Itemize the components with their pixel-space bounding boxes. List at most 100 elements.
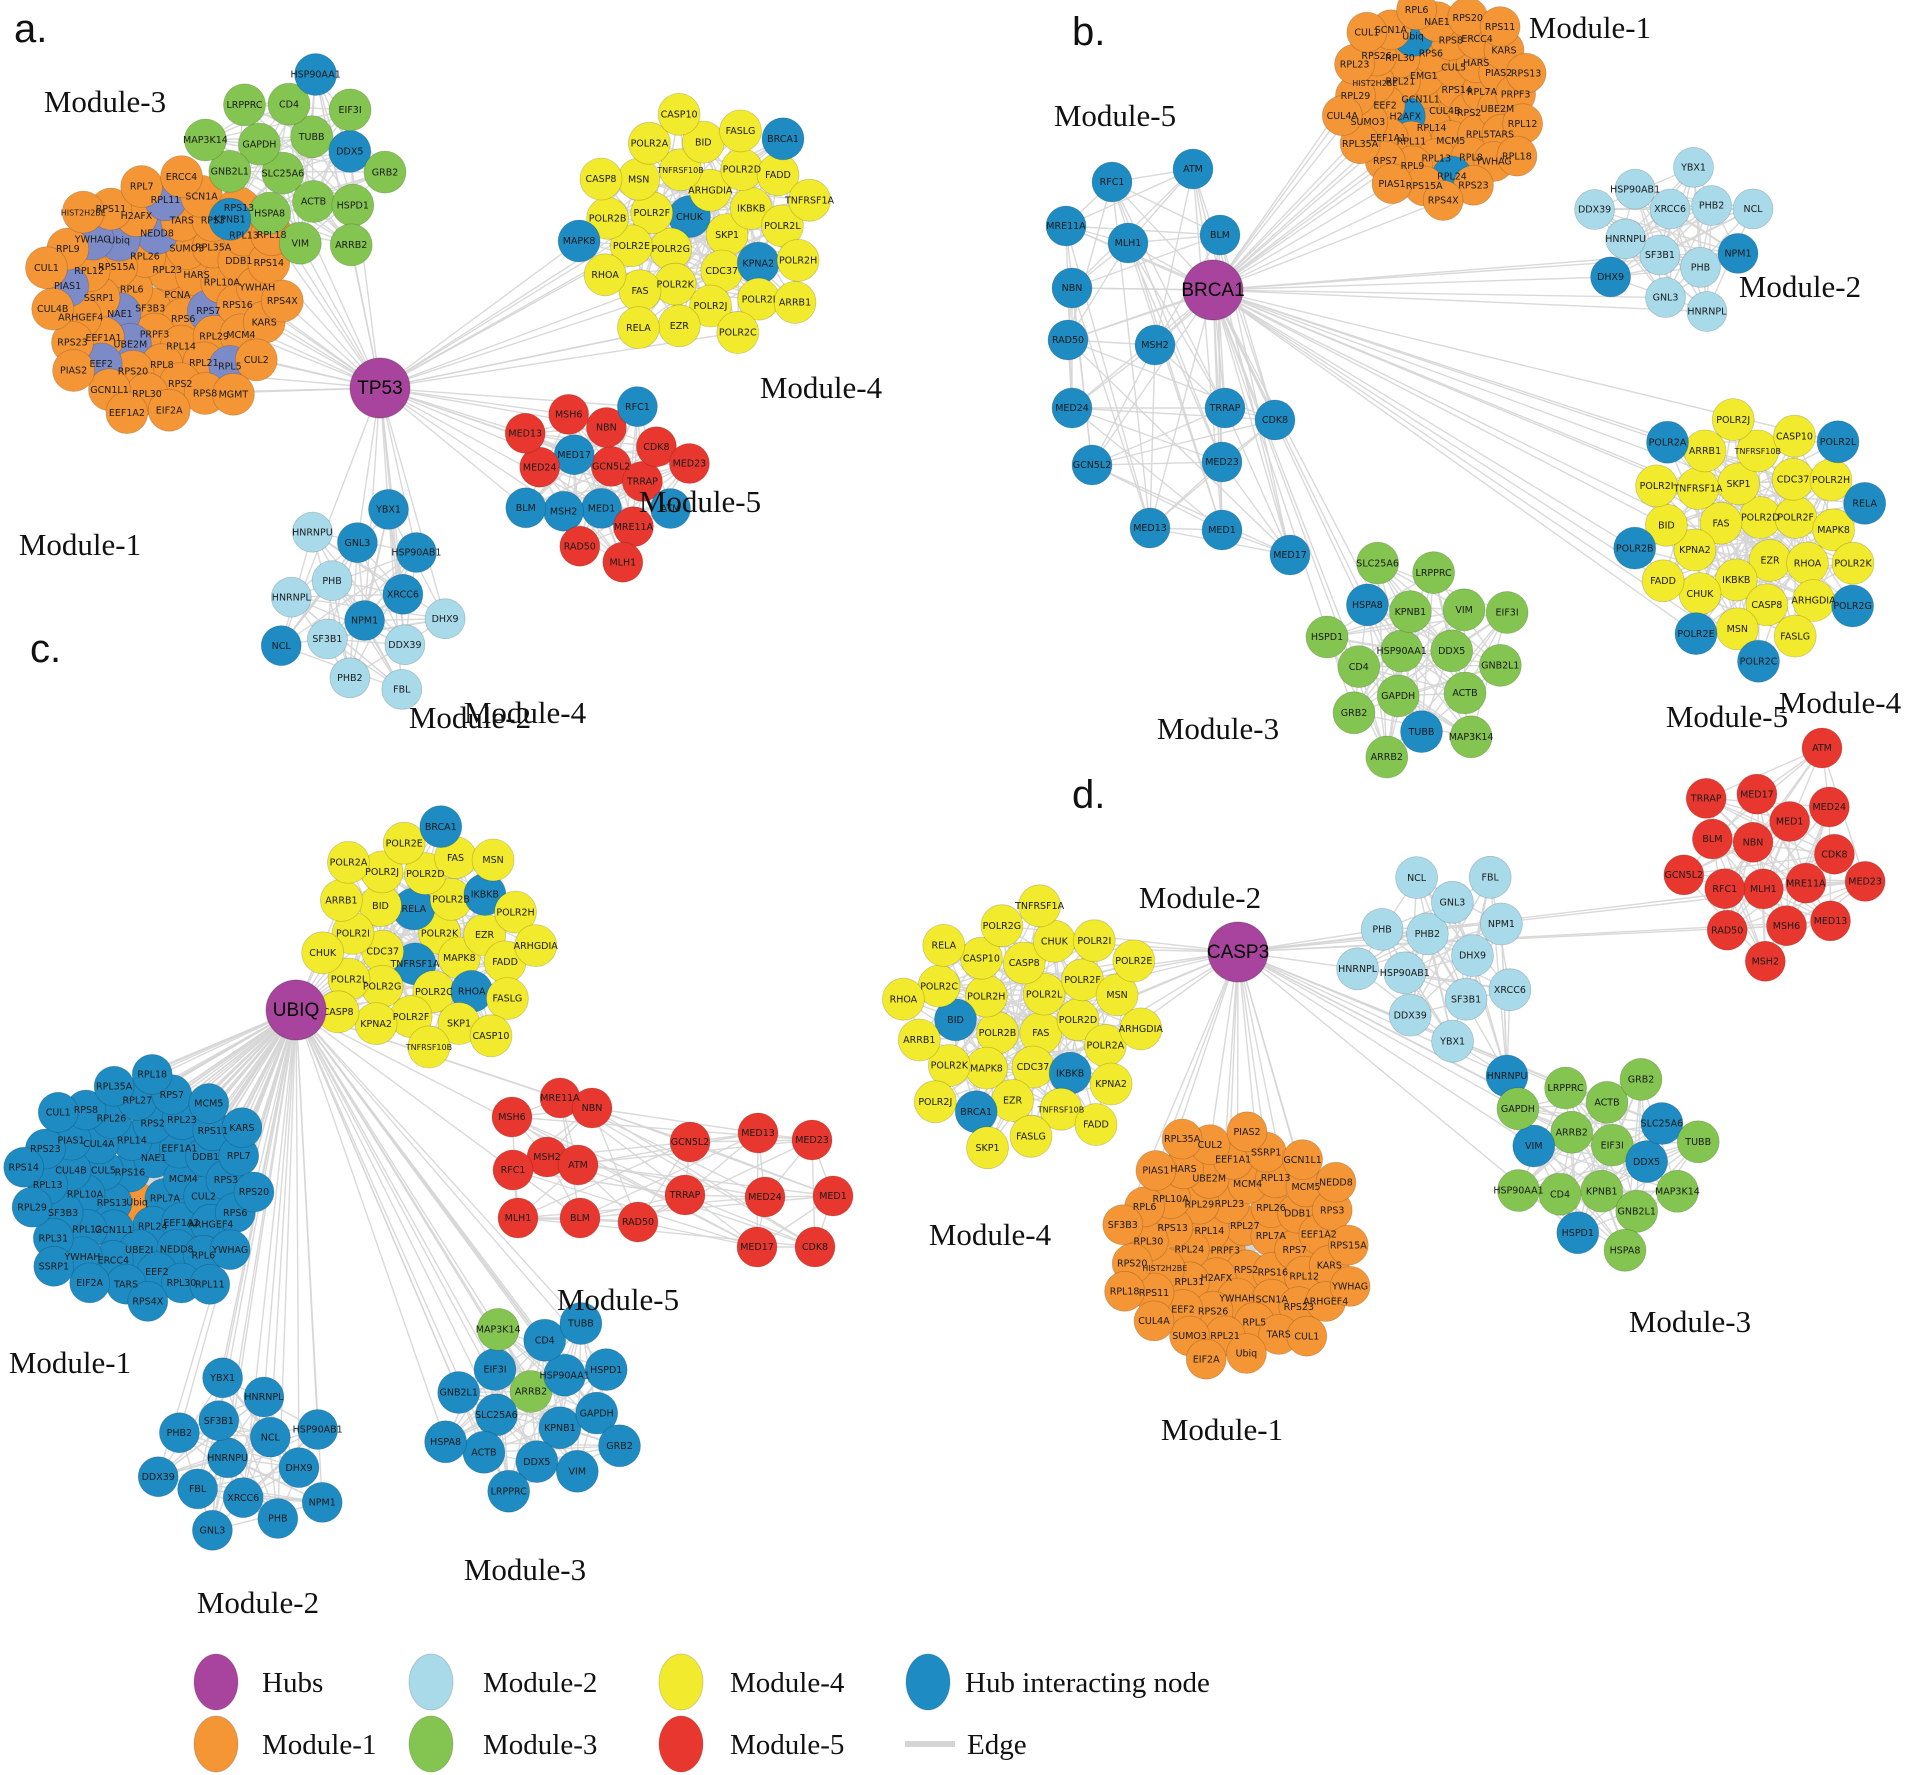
node-MED24 [1808, 786, 1850, 828]
node-MRE11A [1785, 862, 1827, 904]
node-EIF3I [328, 88, 372, 132]
node-MRE11A [1045, 205, 1087, 247]
node-PIAS1 [1371, 163, 1413, 205]
node-MSN [1095, 973, 1139, 1017]
node-RAD50 [1706, 909, 1748, 951]
node-EIF2A [69, 1262, 111, 1304]
node-RHOA [583, 253, 627, 297]
node-ATM [1172, 148, 1214, 190]
node-NCL [1732, 188, 1774, 230]
panel-a-module-4-label: Module-4 [760, 370, 883, 405]
node-POLR2H [494, 890, 537, 934]
hub-node-UBIQ [265, 979, 327, 1041]
node-PHB2 [1406, 912, 1449, 956]
node-RFC1 [617, 386, 658, 428]
node-POLR2G [1831, 584, 1874, 628]
node-SLC25A6 [261, 151, 305, 195]
panel-b-module-2-label: Module-2 [1739, 269, 1861, 304]
node-MED17 [1269, 534, 1311, 576]
node-MED24 [744, 1176, 786, 1218]
node-POLR2A [628, 121, 671, 165]
node-ARHGDIA [514, 924, 558, 967]
node-ACTB [1585, 1081, 1629, 1124]
node-CUL4A [1321, 95, 1363, 136]
node-ACTB [462, 1430, 506, 1474]
node-XRCC6 [222, 1477, 264, 1518]
node-FADD [1074, 1103, 1118, 1146]
node-RAD50 [1047, 319, 1089, 361]
node-MED13 [1129, 507, 1171, 549]
node-GNL3 [1431, 880, 1474, 924]
node-PHB [1680, 246, 1721, 288]
node-NBN [571, 1087, 613, 1129]
node-DDX5 [515, 1440, 559, 1483]
node-EIF2A [147, 388, 191, 432]
node-GNL3 [191, 1509, 233, 1551]
hub-label-BRCA1: BRCA1 [1181, 280, 1244, 301]
node-NPM1 [344, 600, 386, 641]
node-GNB2L1 [437, 1371, 481, 1414]
node-DDX39 [137, 1456, 179, 1498]
nodes [25, 53, 831, 710]
node-GCN5L2 [1663, 854, 1705, 896]
node-MLH1 [1742, 868, 1784, 910]
node-RPS4X [260, 279, 304, 323]
node-GNB2L1 [208, 149, 252, 193]
node-HSPD1 [1305, 615, 1349, 659]
node-BLM [559, 1197, 601, 1239]
node-HSPA8 [424, 1420, 468, 1464]
node-RPL11 [189, 1264, 231, 1305]
node-POLR2K [1831, 541, 1875, 585]
node-MLH1 [602, 541, 644, 583]
node-MAPK8 [557, 219, 601, 263]
node-POLR2G [980, 904, 1024, 948]
node-HSPA8 [1603, 1228, 1647, 1272]
node-PHB [1360, 908, 1404, 951]
node-FASLG [719, 109, 762, 153]
node-ERCC4 [160, 155, 203, 199]
node-RFC1 [1704, 868, 1746, 910]
node-RPS15A [1327, 1224, 1369, 1266]
node-ARRB2 [329, 223, 373, 267]
node-PIAS2 [1226, 1111, 1268, 1153]
node-RELA [922, 924, 966, 967]
node-SLC25A6 [474, 1393, 518, 1437]
node-PHB [257, 1498, 299, 1539]
node-BRCA1 [954, 1090, 998, 1134]
node-MED17 [736, 1226, 778, 1268]
nodes [3, 805, 854, 1551]
nodes [882, 727, 1886, 1380]
node-KARS [221, 1107, 263, 1148]
node-POLR2E [1674, 612, 1718, 655]
node-RPL35A [93, 1065, 135, 1107]
node-EIF2A [1185, 1338, 1227, 1380]
node-GRB2 [1332, 691, 1376, 735]
node-CUL1 [1286, 1315, 1328, 1357]
node-XRCC6 [382, 573, 424, 615]
node-MED13 [1810, 900, 1851, 942]
node-MED1 [1769, 801, 1811, 842]
node-CDK8 [636, 426, 677, 468]
node-HSPD1 [331, 183, 375, 227]
node-ACTB [292, 180, 335, 223]
node-POLR2A [327, 841, 370, 884]
node-PIAS1 [1135, 1150, 1177, 1191]
node-FAS [1699, 501, 1743, 545]
node-MSH6 [548, 393, 590, 435]
node-PIAS2 [52, 349, 95, 392]
node-HSP90AB1 [1614, 168, 1656, 210]
node-MED1 [1201, 509, 1243, 551]
node-CUL1 [25, 246, 68, 290]
node-XRCC6 [1649, 188, 1691, 230]
node-GAPDH [1496, 1087, 1540, 1131]
panel-a-net: PCNASF3B3RPL23RPS6RPL6HARSPRPF3RPL26RPS7… [25, 53, 835, 710]
hub-label-TP53: TP53 [357, 378, 402, 399]
node-TNFRSF1A [788, 178, 831, 222]
node-HSP90AB1 [1383, 951, 1427, 995]
node-SLC25A6 [1356, 541, 1399, 585]
node-YWHAG [209, 1229, 251, 1270]
panel-a-module-5-label: Module-5 [639, 484, 761, 519]
hub-label-CASP3: CASP3 [1207, 942, 1269, 963]
node-CUL4A [1133, 1300, 1175, 1342]
node-TNFRSF10B [407, 1025, 451, 1069]
